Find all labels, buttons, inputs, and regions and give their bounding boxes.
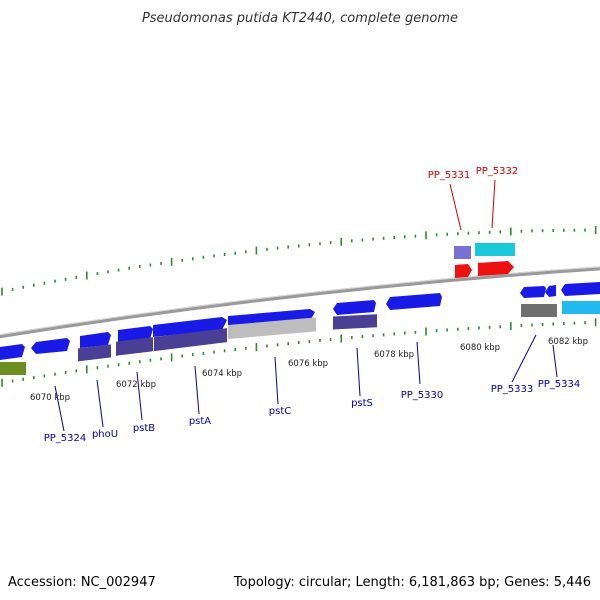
gene-arrow-pstS[interactable]	[333, 300, 376, 315]
gene-label-pstS[interactable]: pstS	[351, 398, 373, 409]
kbp-label-6076: 6076 kbp	[288, 359, 328, 369]
tick-marks-bottom	[1, 318, 597, 387]
kbp-label-6072: 6072 kbp	[116, 380, 156, 390]
gene-label-pstB[interactable]: pstB	[133, 423, 155, 434]
gene-arrow-PP_5332-red[interactable]	[478, 261, 514, 276]
gene-label-PP_5330[interactable]: PP_5330	[401, 390, 444, 401]
kbp-label-6082: 6082 kbp	[548, 337, 588, 347]
gene-label-PP_5331[interactable]: PP_5331	[428, 170, 471, 181]
gene-label-pstC[interactable]: pstC	[269, 406, 291, 417]
leader-lines-red	[449, 179, 496, 231]
genome-backbone	[0, 266, 600, 339]
kbp-label-6078: 6078 kbp	[374, 350, 414, 360]
gene-label-PP_5334[interactable]: PP_5334	[538, 379, 581, 390]
gene-arrow-phoU[interactable]	[80, 332, 111, 348]
gene-arrow-small[interactable]	[545, 285, 556, 297]
kbp-label-6070: 6070 kbp	[30, 393, 70, 403]
gene-block-pstC-gray[interactable]	[228, 317, 316, 340]
gene-arrow-PP_5324[interactable]	[31, 338, 70, 354]
gene-arrow-PP_5330[interactable]	[386, 293, 442, 310]
topology-text: Topology: circular; Length: 6,181,863 bp…	[233, 575, 591, 590]
gene-labels: PP_5331 PP_5332 PP_5324 phoU pstB pstA p…	[44, 166, 581, 444]
gene-label-PP_5332[interactable]: PP_5332	[476, 166, 519, 177]
kbp-label-6080: 6080 kbp	[460, 343, 500, 353]
gene-block-lightblue[interactable]	[562, 301, 600, 314]
gene-label-PP_5333[interactable]: PP_5333	[491, 384, 534, 395]
genome-backbone-highlight	[0, 266, 600, 336]
gene-block-pstA-purple[interactable]	[154, 328, 227, 352]
gene-label-PP_5324[interactable]: PP_5324	[44, 433, 87, 444]
map-title: Pseudomonas putida KT2440, complete geno…	[142, 11, 458, 26]
kbp-labels: 6070 kbp 6072 kbp 6074 kbp 6076 kbp 6078…	[30, 337, 588, 403]
gene-arrow-PP_5331-red[interactable]	[455, 264, 472, 278]
gene-label-pstA[interactable]: pstA	[189, 416, 211, 427]
gene-block-pstS-purple[interactable]	[333, 314, 377, 330]
gene-block-PP_5331-violet[interactable]	[454, 246, 471, 259]
gene-arrow-pstB[interactable]	[118, 326, 153, 342]
genes-forward	[0, 282, 600, 360]
gene-label-phoU[interactable]: phoU	[92, 429, 118, 440]
leader-lines	[54, 334, 558, 432]
kbp-label-6074: 6074 kbp	[202, 369, 242, 379]
gene-block-phoU-purple[interactable]	[78, 344, 111, 362]
gene-arrow-PP_5333[interactable]	[520, 286, 546, 298]
genes-upper	[454, 243, 515, 278]
gene-arrow-left-edge[interactable]	[0, 344, 25, 360]
genes-row2	[0, 301, 600, 375]
gene-block-pstB-purple[interactable]	[116, 337, 153, 356]
gene-block-PP_5332-cyan[interactable]	[475, 243, 515, 256]
gene-arrow-pstA[interactable]	[153, 317, 227, 337]
accession-text: Accession: NC_002947	[8, 575, 156, 590]
gene-block-olive[interactable]	[0, 362, 26, 375]
gene-arrow-PP_5334[interactable]	[561, 282, 600, 296]
tick-marks-top	[1, 226, 597, 296]
gene-block-darkgray[interactable]	[521, 304, 557, 317]
